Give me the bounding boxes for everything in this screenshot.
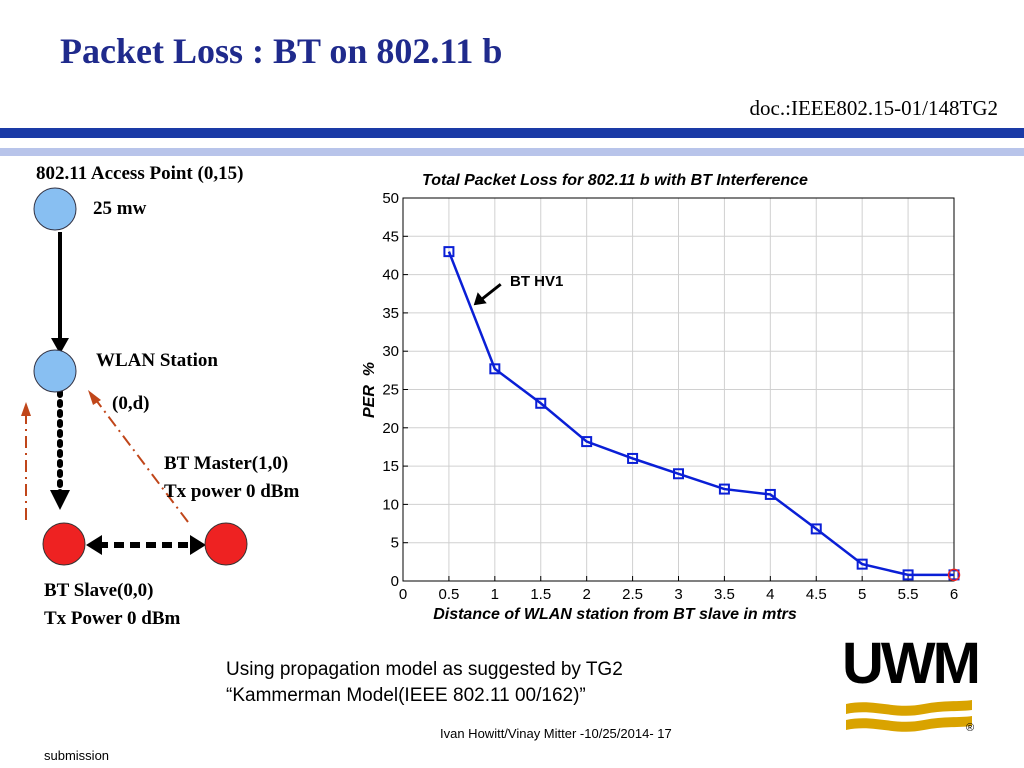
document-id: doc.:IEEE802.15-01/148TG2 — [749, 96, 998, 120]
y-tick-label: 30 — [382, 343, 399, 360]
bt-master-power: Tx power 0 dBm — [164, 481, 300, 502]
x-tick-label: 5 — [858, 586, 866, 603]
x-tick-label: 1 — [491, 586, 499, 603]
header-rule-thick — [0, 128, 1024, 138]
x-tick-label: 0.5 — [438, 586, 459, 603]
y-tick-label: 40 — [382, 267, 399, 284]
data-point-marker — [627, 452, 639, 464]
annotation-arrow — [480, 283, 502, 301]
data-point-marker — [673, 468, 684, 480]
network-diagram — [21, 187, 248, 566]
last-point-highlight — [947, 568, 961, 582]
data-point-marker — [856, 558, 868, 570]
y-tick-label: 15 — [382, 458, 399, 475]
access-point-power: 25 mw — [93, 198, 147, 219]
footer-credit: Ivan Howitt/Vinay Mitter -10/25/2014- 17 — [440, 726, 672, 741]
x-tick-label: 2 — [582, 586, 590, 603]
per-chart: 0 0.5 1 1.5 2 2.5 3 3.5 4 4.5 5 5.5 6 0 5 10 15 20 25 30 35… — [361, 172, 961, 623]
y-axis-ticks: 0 5 10 15 20 25 30 35 40 45 50 — [382, 190, 408, 590]
data-point-marker — [443, 246, 455, 258]
uwm-logo-waves — [846, 700, 972, 732]
x-tick-label: 2.5 — [622, 586, 643, 603]
data-point-marker — [581, 436, 593, 448]
bt-slave-label: BT Slave(0,0) — [44, 580, 154, 601]
station-to-slave-arrowhead — [50, 490, 70, 510]
ap-to-station-arrowhead — [51, 338, 69, 354]
data-point-marker — [764, 488, 776, 500]
slide-title: Packet Loss : BT on 802.11 b — [60, 31, 503, 71]
series-markers — [443, 246, 961, 582]
uwm-logo: UWM ® — [842, 630, 982, 740]
annotation-label: BT HV1 — [510, 273, 563, 290]
bt-link-right-arrowhead — [190, 535, 206, 555]
data-point-marker — [948, 569, 960, 581]
y-tick-label: 45 — [382, 228, 399, 245]
data-point-marker — [718, 483, 730, 495]
header-rule-thin — [0, 148, 1024, 156]
bt-master-label: BT Master(1,0) — [164, 453, 289, 474]
registered-mark: ® — [966, 722, 975, 734]
x-tick-label: 6 — [950, 586, 958, 603]
data-point-marker — [902, 569, 914, 581]
bt-slave-node — [42, 522, 86, 566]
x-axis-label: Distance of WLAN station from BT slave i… — [433, 606, 797, 623]
interference-left-arrowhead — [21, 402, 31, 416]
x-tick-label: 5.5 — [898, 586, 919, 603]
access-point-node — [33, 187, 77, 231]
y-tick-label: 0 — [391, 573, 399, 590]
y-tick-label: 20 — [382, 420, 399, 437]
x-tick-label: 0 — [399, 586, 407, 603]
access-point-label: 802.11 Access Point (0,15) — [36, 163, 244, 184]
y-tick-label: 50 — [382, 190, 399, 207]
y-tick-label: 25 — [382, 382, 399, 399]
data-point-marker — [535, 397, 547, 409]
uwm-logo-text: UWM — [842, 631, 981, 696]
data-point-marker — [489, 363, 501, 375]
model-note-line-2: “Kammerman Model(IEEE 802.11 00/162)” — [226, 685, 586, 706]
chart-grid — [402, 197, 955, 582]
x-tick-label: 4 — [766, 586, 774, 603]
series-line — [447, 251, 954, 577]
annotation-arrowhead — [473, 292, 487, 306]
wlan-station-label: WLAN Station — [96, 350, 218, 371]
chart-title: Total Packet Loss for 802.11 b with BT I… — [422, 172, 808, 189]
x-tick-label: 3 — [674, 586, 682, 603]
x-axis-ticks: 0 0.5 1 1.5 2 2.5 3 3.5 4 4.5 5 5.5 6 — [399, 576, 958, 603]
x-tick-label: 1.5 — [530, 586, 551, 603]
bt-slave-power: Tx Power 0 dBm — [44, 608, 181, 629]
x-tick-label: 4.5 — [806, 586, 827, 603]
model-note: Using propagation model as suggested by … — [226, 657, 623, 709]
bt-master-node — [204, 522, 248, 566]
x-tick-label: 3.5 — [714, 586, 735, 603]
y-tick-label: 10 — [382, 496, 399, 513]
interference-path-master — [95, 399, 189, 523]
y-tick-label: 5 — [391, 535, 399, 552]
interference-master-arrowhead — [88, 390, 101, 405]
wlan-station-coord: (0,d) — [112, 393, 150, 414]
y-axis-label: PER % — [361, 362, 378, 418]
data-point-marker — [810, 523, 822, 535]
wlan-station-node — [33, 349, 77, 393]
footer-submission: submission — [44, 748, 110, 763]
model-note-line-1: Using propagation model as suggested by … — [226, 659, 623, 680]
bt-link-left-arrowhead — [86, 535, 102, 555]
y-tick-label: 35 — [382, 305, 399, 322]
